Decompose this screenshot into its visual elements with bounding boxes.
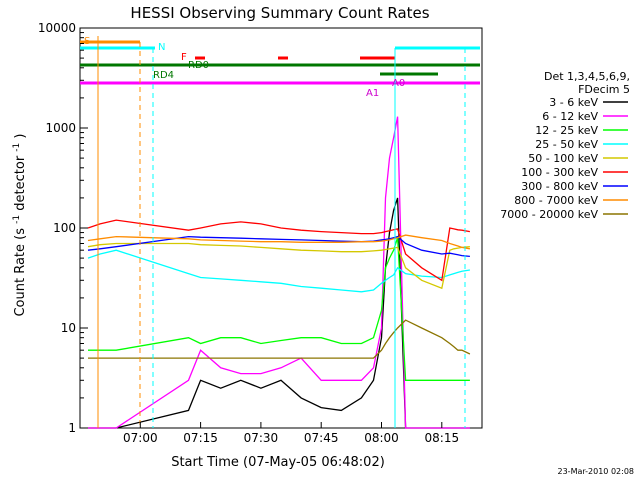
series-line-6: [87, 235, 470, 258]
series-line-8: [88, 319, 471, 359]
x-axis-ticks: 07:00 07:15 07:30 07:45 08:00 08:15: [123, 422, 459, 445]
annotation-1: N: [158, 42, 165, 53]
x-axis-label: Start Time (07-May-05 06:48:02): [171, 455, 385, 470]
y-axis-label: Count Rate (s -1 detector -1 ): [12, 133, 28, 316]
y-tick-label-3: 1000: [45, 121, 76, 135]
annotation-5: A1: [366, 88, 379, 99]
legend-label-0: 3 - 6 keV: [549, 96, 598, 109]
legend-label-4: 50 - 100 keV: [528, 152, 598, 165]
y-axis-label-sup2: -1: [12, 143, 22, 152]
x-tick-label-3: 07:45: [304, 431, 339, 445]
y-axis-ticks: 1 10 100 1000 10000: [38, 21, 88, 435]
annotation-2: F: [181, 52, 187, 63]
annotation-6: A0: [392, 78, 405, 89]
x-tick-label-2: 07:30: [244, 431, 279, 445]
legend-header-1: FDecim 5: [578, 83, 630, 96]
legend-label-5: 100 - 300 keV: [521, 166, 598, 179]
annotation-3: RD0: [188, 60, 209, 71]
series-line-1: [88, 116, 470, 429]
legend-label-1: 6 - 12 keV: [542, 110, 598, 123]
series-line-2: [88, 237, 470, 381]
y-tick-label-1: 10: [61, 321, 76, 335]
y-axis-label-main: Count Rate (s: [13, 228, 28, 317]
legend-header-0: Det 1,3,4,5,6,9,: [544, 70, 630, 83]
x-tick-label-0: 07:00: [123, 431, 158, 445]
y-tick-label-2: 100: [53, 221, 76, 235]
legend-label-7: 800 - 7000 keV: [514, 194, 598, 207]
x-tick-label-5: 08:15: [425, 431, 460, 445]
x-tick-label-4: 08:00: [364, 431, 399, 445]
x-tick-label-1: 07:15: [183, 431, 218, 445]
y-axis-label-end: ): [13, 133, 28, 138]
series-line-5: [87, 219, 471, 282]
plot-area: [79, 27, 483, 429]
legend-label-6: 300 - 800 keV: [521, 180, 598, 193]
legend-label-8: 7000 - 20000 keV: [500, 208, 598, 221]
series-line-0: [88, 197, 470, 429]
y-tick-label-4: 10000: [38, 21, 76, 35]
y-axis-label-sup1: -1: [12, 215, 22, 224]
timestamp: 23-Mar-2010 02:08: [558, 467, 635, 476]
chart-title: HESSI Observing Summary Count Rates: [130, 4, 429, 22]
series-line-3: [87, 249, 470, 293]
annotation-0: S: [84, 36, 90, 47]
annotation-4: RD4: [153, 70, 174, 81]
series-line-4: [87, 242, 470, 290]
legend-label-2: 12 - 25 keV: [535, 124, 598, 137]
series-line-7: [87, 234, 471, 250]
legend-label-3: 25 - 50 keV: [535, 138, 598, 151]
y-tick-label-0: 1: [68, 421, 76, 435]
y-axis-label-mid: detector: [13, 155, 28, 211]
